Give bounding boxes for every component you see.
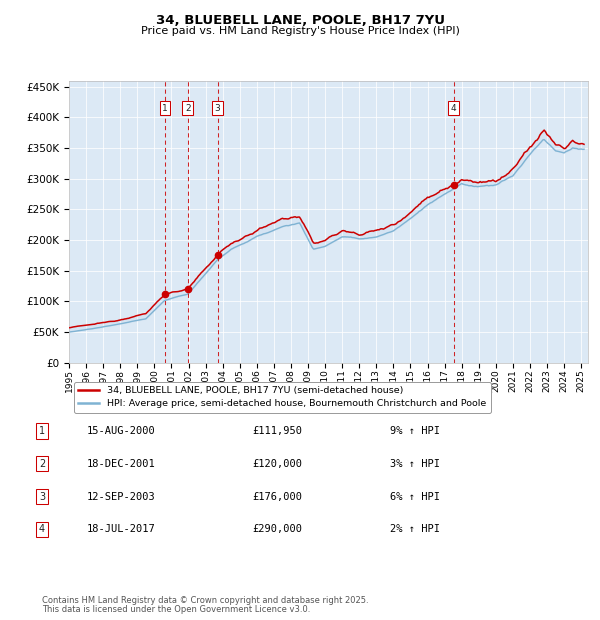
Text: This data is licensed under the Open Government Licence v3.0.: This data is licensed under the Open Gov… — [42, 604, 310, 614]
Text: 6% ↑ HPI: 6% ↑ HPI — [390, 492, 440, 502]
Text: 12-SEP-2003: 12-SEP-2003 — [87, 492, 156, 502]
Text: 9% ↑ HPI: 9% ↑ HPI — [390, 426, 440, 436]
Text: £120,000: £120,000 — [252, 459, 302, 469]
Text: 18-JUL-2017: 18-JUL-2017 — [87, 525, 156, 534]
Text: 2% ↑ HPI: 2% ↑ HPI — [390, 525, 440, 534]
Text: 1: 1 — [39, 426, 45, 436]
Text: £111,950: £111,950 — [252, 426, 302, 436]
Text: Contains HM Land Registry data © Crown copyright and database right 2025.: Contains HM Land Registry data © Crown c… — [42, 596, 368, 605]
Text: 2: 2 — [185, 104, 191, 113]
Text: 3% ↑ HPI: 3% ↑ HPI — [390, 459, 440, 469]
Text: £176,000: £176,000 — [252, 492, 302, 502]
Legend: 34, BLUEBELL LANE, POOLE, BH17 7YU (semi-detached house), HPI: Average price, se: 34, BLUEBELL LANE, POOLE, BH17 7YU (semi… — [74, 382, 491, 413]
Text: £290,000: £290,000 — [252, 525, 302, 534]
Text: 2: 2 — [39, 459, 45, 469]
Text: 3: 3 — [215, 104, 220, 113]
Text: 4: 4 — [451, 104, 457, 113]
Text: 1: 1 — [162, 104, 168, 113]
Text: 34, BLUEBELL LANE, POOLE, BH17 7YU: 34, BLUEBELL LANE, POOLE, BH17 7YU — [155, 14, 445, 27]
Text: 15-AUG-2000: 15-AUG-2000 — [87, 426, 156, 436]
Text: Price paid vs. HM Land Registry's House Price Index (HPI): Price paid vs. HM Land Registry's House … — [140, 26, 460, 36]
Text: 3: 3 — [39, 492, 45, 502]
Text: 18-DEC-2001: 18-DEC-2001 — [87, 459, 156, 469]
Text: 4: 4 — [39, 525, 45, 534]
